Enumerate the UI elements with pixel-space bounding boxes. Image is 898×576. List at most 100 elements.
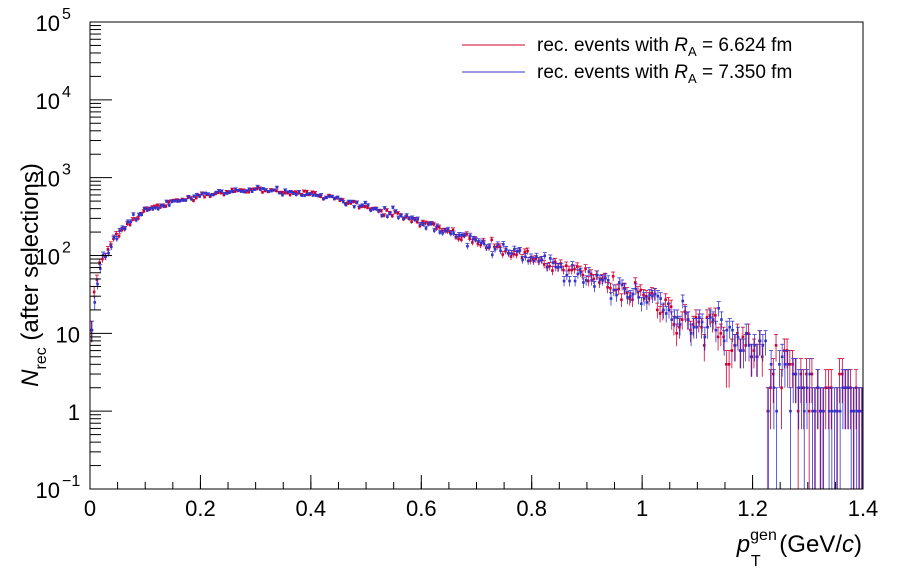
data-point <box>468 237 471 240</box>
data-point <box>477 240 480 243</box>
data-point <box>333 197 337 200</box>
data-point <box>520 256 524 260</box>
data-point <box>457 237 460 241</box>
data-point <box>385 209 389 212</box>
y-tick-label: 10 <box>36 89 60 114</box>
data-point <box>471 241 474 244</box>
data-point <box>796 409 800 413</box>
data-point <box>115 237 119 241</box>
data-point <box>521 258 524 262</box>
data-point <box>225 192 229 195</box>
data-point <box>346 202 350 205</box>
data-point <box>708 314 712 317</box>
x-axis-label: pgen T (GeV/c) <box>736 527 862 570</box>
data-point <box>744 344 747 347</box>
data-point <box>611 275 615 278</box>
data-point <box>92 290 96 294</box>
data-point <box>838 409 842 413</box>
data-point <box>513 247 516 251</box>
data-point <box>369 209 373 212</box>
data-point <box>306 193 309 197</box>
data-point <box>683 310 687 313</box>
data-point <box>562 268 565 272</box>
data-point <box>352 200 355 204</box>
y-tick-label: 10 <box>36 478 60 503</box>
data-point <box>225 190 228 194</box>
data-point <box>581 273 585 277</box>
data-point <box>650 291 654 295</box>
data-point <box>810 372 814 376</box>
data-point <box>623 287 627 291</box>
data-point <box>681 299 685 303</box>
data-point <box>678 323 682 326</box>
data-point <box>208 195 212 198</box>
y-tick-exponent: 5 <box>62 6 71 23</box>
data-point <box>658 312 662 315</box>
data-point <box>283 188 287 192</box>
data-point <box>515 250 519 253</box>
data-point <box>382 214 386 217</box>
data-point <box>606 279 610 282</box>
data-point <box>579 270 582 274</box>
data-point <box>390 214 394 218</box>
data-point <box>722 335 725 339</box>
data-point <box>267 190 270 194</box>
data-point <box>212 193 215 197</box>
data-point <box>280 191 284 194</box>
data-point <box>451 228 455 232</box>
data-point <box>219 191 223 195</box>
data-point <box>405 214 409 217</box>
data-point <box>855 409 858 413</box>
data-point <box>584 279 588 282</box>
data-point <box>498 245 502 248</box>
data-point <box>446 230 449 233</box>
data-point <box>396 211 400 215</box>
data-point <box>529 259 532 262</box>
data-point <box>488 245 491 248</box>
data-point <box>728 325 732 329</box>
data-point <box>194 196 198 200</box>
data-point <box>709 316 712 319</box>
data-point <box>813 409 817 413</box>
data-point <box>753 344 756 347</box>
data-point <box>852 409 856 413</box>
data-point <box>662 308 665 312</box>
data-point <box>358 205 362 208</box>
data-point <box>294 190 297 194</box>
data-point <box>860 409 863 413</box>
data-point <box>858 409 861 413</box>
data-point <box>567 268 571 272</box>
data-point <box>319 195 322 199</box>
data-point <box>114 232 118 236</box>
data-point <box>482 242 486 245</box>
data-point <box>117 234 121 238</box>
data-point <box>350 200 353 204</box>
data-point <box>780 386 783 390</box>
data-point <box>531 258 535 261</box>
data-point <box>308 192 312 196</box>
data-point <box>120 228 124 232</box>
data-point <box>548 264 551 268</box>
data-point <box>841 386 845 390</box>
data-point <box>750 355 754 359</box>
data-point <box>325 196 328 200</box>
data-point <box>667 308 671 312</box>
data-point <box>386 215 389 219</box>
data-point <box>245 189 248 193</box>
data-point <box>288 193 292 197</box>
data-point <box>504 249 507 253</box>
data-point <box>137 217 140 220</box>
data-point <box>664 298 667 302</box>
data-point <box>366 206 369 209</box>
data-point <box>800 386 803 390</box>
data-point <box>598 281 601 284</box>
data-point <box>570 268 574 272</box>
x-tick-label: 0.4 <box>296 496 327 521</box>
data-point <box>769 363 773 366</box>
data-point <box>651 294 654 298</box>
data-point <box>357 206 361 210</box>
data-point <box>449 232 453 236</box>
x-tick-label: 1.2 <box>737 496 768 521</box>
data-point <box>372 207 375 211</box>
